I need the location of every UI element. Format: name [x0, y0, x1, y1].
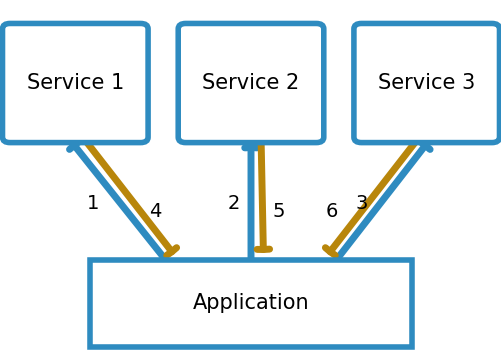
Text: 3: 3	[355, 195, 367, 213]
FancyBboxPatch shape	[90, 260, 411, 347]
Text: 5: 5	[272, 202, 284, 221]
Text: 1: 1	[87, 195, 99, 213]
FancyBboxPatch shape	[353, 23, 498, 143]
Text: Service 2: Service 2	[202, 73, 299, 93]
FancyBboxPatch shape	[178, 23, 323, 143]
Text: 4: 4	[149, 202, 161, 221]
Text: 6: 6	[325, 202, 337, 221]
Text: Application: Application	[192, 293, 309, 313]
Text: Service 1: Service 1	[27, 73, 124, 93]
Text: 2: 2	[227, 195, 239, 213]
Text: Service 3: Service 3	[377, 73, 474, 93]
FancyBboxPatch shape	[3, 23, 148, 143]
